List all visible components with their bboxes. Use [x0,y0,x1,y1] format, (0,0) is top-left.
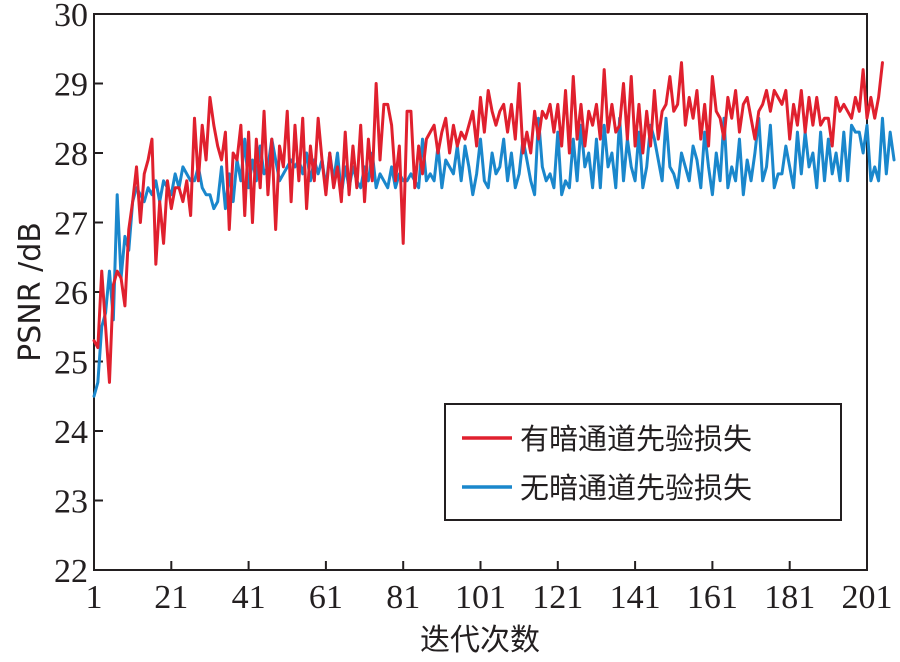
x-tick-label: 21 [154,579,188,616]
series-layer [92,61,896,398]
legend-box [444,403,842,521]
x-tick-label: 141 [610,579,661,616]
y-tick-label: 23 [54,484,88,521]
x-tick-label: 81 [386,579,420,616]
x-axis: 1 21 41 61 81 101 121 141 161 181 201 [86,561,893,616]
series-line-2 [92,116,896,398]
y-tick-label: 28 [54,136,88,173]
y-tick-label: 26 [54,275,88,312]
y-tick-label: 27 [54,206,88,243]
x-tick-label: 161 [687,579,738,616]
x-tick-label: 121 [532,579,583,616]
legend-label-series-2: 无暗通道先验损失 [520,471,752,505]
y-tick-label: 30 [54,0,88,34]
y-axis-title: PSNR /dB [13,222,48,362]
legend-label-series-1: 有暗通道先验损失 [520,422,752,456]
y-tick-label: 29 [54,67,88,104]
x-tick-label: 181 [764,579,815,616]
y-tick-label: 25 [54,345,88,382]
series-line-1 [92,61,884,384]
x-tick-label: 101 [455,579,506,616]
x-tick-label: 201 [842,579,893,616]
x-tick-label: 61 [309,579,343,616]
legend: 有暗通道先验损失 无暗通道先验损失 [444,403,842,521]
x-axis-title: 迭代次数 [420,623,540,658]
y-axis: 22 23 24 25 26 27 28 29 30 [54,0,103,590]
x-tick-label: 1 [86,579,103,616]
y-tick-label: 24 [54,414,88,451]
x-tick-label: 41 [232,579,266,616]
y-tick-label: 22 [54,553,88,590]
